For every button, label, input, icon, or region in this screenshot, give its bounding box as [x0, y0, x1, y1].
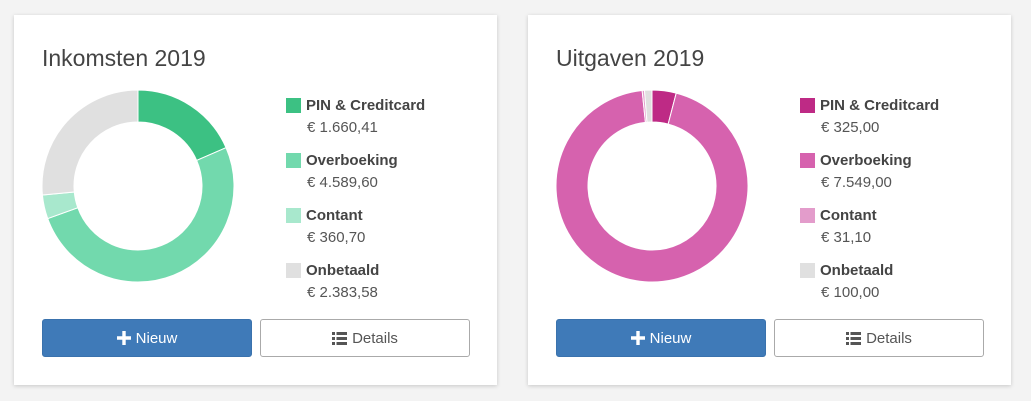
legend-label: Overboeking — [306, 151, 398, 169]
legend-value: € 360,70 — [307, 229, 366, 246]
legend-item-pin-creditcard: PIN & Creditcard € 1.660,41 — [286, 95, 425, 150]
expenses-details-button[interactable]: Details — [774, 319, 984, 357]
expenses-new-button[interactable]: Nieuw — [556, 319, 766, 357]
legend-item-onbetaald: Onbetaald € 100,00 — [800, 260, 939, 315]
expenses-legend: PIN & Creditcard € 325,00 Overboeking € 7.5… — [800, 95, 939, 315]
legend-value: € 31,10 — [821, 229, 872, 246]
legend-swatch — [800, 152, 815, 168]
expenses-new-button-label: Nieuw — [649, 329, 692, 347]
legend-swatch — [286, 97, 301, 113]
legend-value: € 1.660,41 — [307, 119, 378, 136]
legend-value: € 7.549,00 — [821, 174, 892, 191]
expenses-donut-chart — [556, 90, 748, 282]
legend-swatch — [286, 207, 301, 223]
legend-label: Onbetaald — [306, 261, 380, 279]
income-title: Inkomsten 2019 — [42, 45, 206, 71]
income-legend: PIN & Creditcard € 1.660,41 Overboeking € 4… — [286, 95, 425, 315]
donut-slice-onbetaald[interactable] — [643, 90, 653, 123]
income-new-button[interactable]: Nieuw — [42, 319, 252, 357]
legend-label: PIN & Creditcard — [306, 96, 426, 114]
donut-slice-overboeking[interactable] — [556, 90, 748, 282]
income-new-button-label: Nieuw — [135, 329, 178, 347]
income-details-button[interactable]: Details — [260, 319, 470, 357]
legend-label: Contant — [306, 206, 363, 224]
donut-slice-onbetaald[interactable] — [42, 90, 139, 196]
legend-swatch — [800, 207, 815, 223]
plus-icon — [116, 331, 131, 345]
legend-item-overboeking: Overboeking € 7.549,00 — [800, 150, 939, 205]
expenses-card: Uitgaven 2019 PIN & Creditcard € 325,00 Ov… — [528, 15, 1011, 385]
legend-item-contant: Contant € 360,70 — [286, 205, 425, 260]
donut-slice-pin-creditcard[interactable] — [137, 90, 227, 162]
donut-slice-overboeking[interactable] — [47, 146, 234, 282]
income-details-button-label: Details — [352, 329, 398, 347]
legend-label: Overboeking — [820, 151, 912, 169]
legend-item-pin-creditcard: PIN & Creditcard € 325,00 — [800, 95, 939, 150]
legend-value: € 325,00 — [821, 119, 880, 136]
legend-value: € 100,00 — [821, 284, 880, 301]
legend-label: Contant — [820, 206, 877, 224]
legend-item-contant: Contant € 31,10 — [800, 205, 939, 260]
income-donut-chart — [42, 90, 234, 282]
income-card: Inkomsten 2019 PIN & Creditcard € 1.660,4… — [14, 15, 497, 385]
legend-label: PIN & Creditcard — [820, 96, 940, 114]
list-icon — [846, 331, 862, 345]
list-icon — [332, 331, 348, 345]
legend-label: Onbetaald — [820, 261, 894, 279]
legend-swatch — [800, 262, 815, 278]
legend-item-overboeking: Overboeking € 4.589,60 — [286, 150, 425, 205]
expenses-details-button-label: Details — [866, 329, 912, 347]
expenses-title: Uitgaven 2019 — [556, 45, 705, 71]
plus-icon — [630, 331, 645, 345]
legend-swatch — [286, 262, 301, 278]
legend-swatch — [800, 97, 815, 113]
legend-swatch — [286, 152, 301, 168]
legend-value: € 4.589,60 — [307, 174, 378, 191]
legend-value: € 2.383,58 — [307, 284, 378, 301]
legend-item-onbetaald: Onbetaald € 2.383,58 — [286, 260, 425, 315]
